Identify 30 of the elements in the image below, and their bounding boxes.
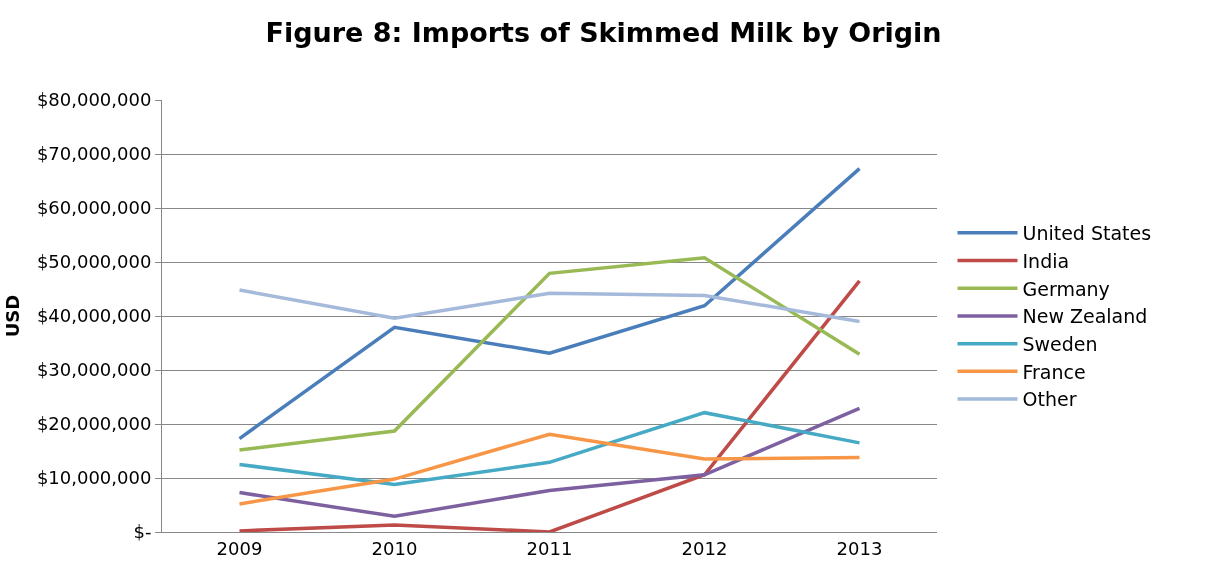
y-tick-label: $80,000,000	[36, 89, 152, 111]
y-tick-label: $30,000,000	[36, 359, 152, 381]
x-tick-label: 2011	[526, 537, 573, 559]
y-tick-label: $-	[133, 521, 152, 543]
chart-title: Figure 8: Imports of Skimmed Milk by Origin	[265, 17, 942, 49]
y-tick-label: $40,000,000	[36, 305, 152, 327]
line-series	[237, 288, 862, 324]
x-tick-label: 2010	[371, 537, 418, 559]
y-tick-label: $60,000,000	[36, 197, 152, 219]
x-tick-label: 2013	[836, 537, 883, 559]
legend-label: United States	[1022, 222, 1152, 245]
line-series	[237, 255, 862, 452]
y-tick-label: $10,000,000	[36, 467, 152, 489]
line-series	[237, 410, 862, 487]
legend-label: New Zealand	[1022, 305, 1148, 328]
line-series	[237, 432, 862, 506]
line-series	[237, 166, 862, 441]
legend-label: India	[1022, 249, 1070, 272]
x-tick-label: 2009	[216, 537, 263, 559]
line-series	[237, 406, 862, 519]
legend-label: Germany	[1022, 277, 1110, 300]
y-tick-label: $50,000,000	[36, 251, 152, 273]
y-axis-title: USD	[2, 294, 24, 338]
legend-label: Sweden	[1022, 333, 1098, 356]
y-tick-label: $70,000,000	[36, 143, 152, 165]
line-series	[237, 279, 862, 532]
x-tick-label: 2012	[681, 537, 728, 559]
y-tick-label: $20,000,000	[36, 413, 152, 435]
legend-label: Other	[1022, 388, 1077, 411]
legend-label: France	[1022, 360, 1086, 383]
